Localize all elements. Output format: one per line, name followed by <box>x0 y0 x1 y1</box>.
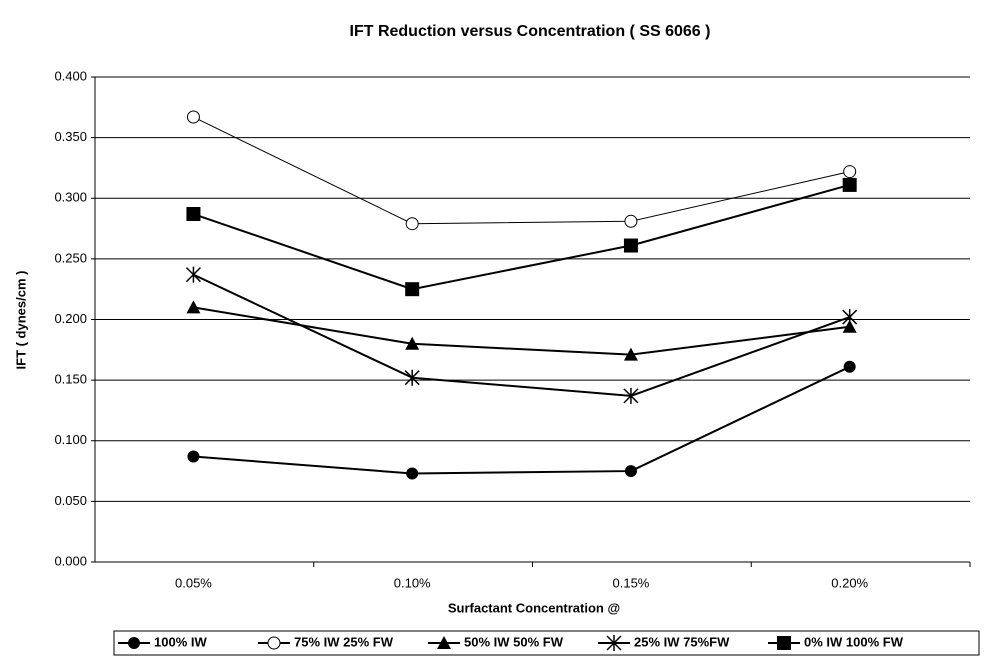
y-tick-label: 0.100 <box>54 432 87 447</box>
marker <box>843 165 857 179</box>
series-line <box>193 183 850 291</box>
y-tick-label: 0.350 <box>54 129 87 144</box>
marker <box>405 217 419 231</box>
marker <box>842 319 857 333</box>
x-tick-label: 0.05% <box>175 575 212 590</box>
y-tick-label: 0.300 <box>54 190 87 205</box>
marker <box>186 110 200 124</box>
legend-label: 25% IW 75%FW <box>634 634 730 649</box>
marker <box>437 636 451 649</box>
x-tick-label: 0.15% <box>613 575 650 590</box>
marker <box>624 214 638 228</box>
series-line <box>193 365 851 475</box>
y-tick-label: 0.250 <box>54 250 87 265</box>
y-axis-title: IFT ( dynes/cm ) <box>13 271 28 370</box>
marker <box>405 282 420 297</box>
legend-label: 75% IW 25% FW <box>294 634 394 649</box>
marker <box>185 266 201 283</box>
series-line <box>193 273 851 397</box>
marker <box>842 177 857 192</box>
y-tick-label: 0.400 <box>54 68 87 83</box>
y-tick-label: 0.150 <box>54 372 87 387</box>
marker <box>187 450 200 463</box>
y-tick-label: 0.050 <box>54 493 87 508</box>
marker <box>842 309 858 326</box>
chart-title: IFT Reduction versus Concentration ( SS … <box>350 23 711 40</box>
legend-label: 0% IW 100% FW <box>804 634 904 649</box>
marker <box>606 635 622 651</box>
marker <box>623 347 638 361</box>
marker <box>128 637 140 649</box>
legend-label: 100% IW <box>154 634 207 649</box>
marker <box>406 467 419 480</box>
y-tick-label: 0.200 <box>54 311 87 326</box>
x-axis-title: Surfactant Concentration @ <box>448 600 620 615</box>
marker <box>267 636 281 650</box>
marker <box>843 360 856 373</box>
series-line <box>193 116 850 225</box>
marker <box>186 207 201 222</box>
x-tick-label: 0.10% <box>394 575 431 590</box>
x-tick-label: 0.20% <box>831 575 868 590</box>
marker <box>624 465 637 478</box>
series-line <box>193 306 850 356</box>
marker <box>623 387 639 404</box>
marker <box>405 336 420 350</box>
legend-label: 50% IW 50% FW <box>464 634 564 649</box>
legend: 100% IW 75% IW 25% FW 50% IW 50% FW 25% IW … <box>113 630 980 656</box>
marker <box>404 369 420 386</box>
marker <box>777 636 791 650</box>
marker <box>186 300 201 314</box>
y-tick-label: 0.000 <box>54 553 87 568</box>
marker <box>623 238 638 253</box>
